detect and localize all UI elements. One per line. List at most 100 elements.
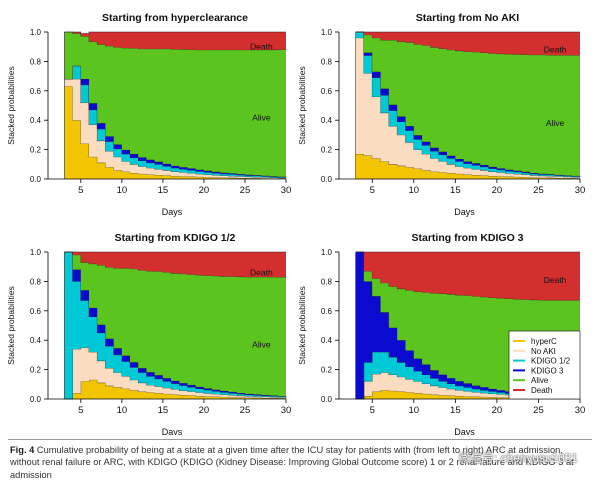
panel4-x-label: Days <box>454 427 475 435</box>
panel2-x-tick-label: 25 <box>533 185 544 196</box>
panel3-label-death: Death <box>250 268 273 278</box>
panel2-title: Starting from No AKI <box>416 12 520 24</box>
panel4-y-tick-label: 0.4 <box>321 336 333 345</box>
panel3-x-tick-label: 10 <box>117 405 128 416</box>
panel3-y-tick-label: 0.4 <box>30 336 42 345</box>
caption-rule <box>8 439 592 440</box>
panel4-x-tick-label: 10 <box>409 405 420 416</box>
panel1-y-tick-label: 0.6 <box>30 87 42 96</box>
panel4-y-tick-label: 0.6 <box>321 307 333 316</box>
panel2-area-kdigo-1-2 <box>355 32 580 178</box>
panel2-label-death: Death <box>544 45 567 55</box>
panel1-area-alive <box>64 32 287 178</box>
panel3-y-tick-label: 1.0 <box>30 248 42 257</box>
panel4-label-death: Death <box>544 275 567 285</box>
figure-caption: Fig. 4 Cumulative probability of being a… <box>10 444 575 481</box>
panel2-x-label: Days <box>454 207 475 217</box>
panel1-y-tick-label: 0.4 <box>30 116 42 125</box>
panel1-area-kdigo-1-2 <box>64 65 287 179</box>
panel4-y-tick-label: 0.8 <box>321 277 333 286</box>
panel4-y-tick-label: 1.0 <box>321 248 333 257</box>
panel2-area-death <box>355 32 580 56</box>
panel3-area-no-aki <box>64 347 287 399</box>
panel4-y-label: Stacked probabilities <box>297 286 307 364</box>
panel4-y-tick-label: 0.2 <box>321 366 333 375</box>
panel1-x-tick-label: 30 <box>281 185 292 196</box>
panel1-y-tick-label: 1.0 <box>30 28 42 37</box>
panel3-area-alive <box>64 252 287 397</box>
panel1-x-tick-label: 25 <box>240 185 251 196</box>
panel2-x-tick-label: 15 <box>450 185 461 196</box>
panel1-label-death: Death <box>250 42 273 52</box>
panel1-title: Starting from hyperclearance <box>102 12 248 24</box>
panel1-label-alive: Alive <box>252 112 271 122</box>
legend-label-no-aki: No AKI <box>531 347 556 356</box>
panel2-y-tick-label: 0.0 <box>321 175 333 184</box>
panel1-y-tick-label: 0.2 <box>30 146 42 155</box>
panel2-y-tick-label: 0.4 <box>321 116 333 125</box>
caption-text: Cumulative probability of being at a sta… <box>10 445 574 480</box>
panel3-x-tick-label: 20 <box>199 405 210 416</box>
panel3-area-death <box>64 252 287 278</box>
panel3-label-alive: Alive <box>252 340 271 350</box>
panel1-area-hyperc <box>64 86 287 179</box>
panel4-x-tick-label: 25 <box>533 405 544 416</box>
panel4-area-kdigo-3 <box>355 252 580 399</box>
panel2-x-tick-label: 5 <box>370 185 375 196</box>
panel3-y-tick-label: 0.8 <box>30 277 42 286</box>
legend-box <box>508 330 581 400</box>
panel4-y-tick-label: 0.0 <box>321 395 333 404</box>
panel1-area-death <box>64 32 287 50</box>
panel4-x-tick-label: 30 <box>575 405 586 416</box>
panel1-boundary-death <box>64 31 286 34</box>
panel3-x-tick-label: 15 <box>158 405 169 416</box>
panel2-area-no-aki <box>355 37 580 179</box>
panel2-label-alive: Alive <box>546 118 565 128</box>
panel1-x-tick-label: 20 <box>199 185 210 196</box>
panel4-x-tick-label: 5 <box>370 405 375 416</box>
panel1-x-tick-label: 10 <box>117 185 128 196</box>
panel2-x-tick-label: 30 <box>575 185 586 196</box>
panel1-y-tick-label: 0.0 <box>30 175 42 184</box>
panel4-area-death <box>355 252 580 301</box>
panel4-x-tick-label: 15 <box>450 405 461 416</box>
panel3-y-tick-label: 0.0 <box>30 395 42 404</box>
panel3-area-kdigo-1-2 <box>64 252 287 399</box>
panel4-title: Starting from KDIGO 3 <box>411 232 523 244</box>
watermark: 微信号: chenyusu1031 <box>458 453 578 465</box>
panel3-area-hyperc <box>64 379 287 399</box>
figure-panels: 5 10 15 20 25 30 0.0 0.2 0.4 0.6 0.8 1.0 Starting fr… <box>6 12 586 435</box>
legend-label-death: Death <box>531 386 552 395</box>
panel1-y-label: Stacked probabilities <box>6 66 16 144</box>
legend-label-kdigo-1-2: KDIGO 1/2 <box>531 357 571 366</box>
panel3-x-tick-label: 5 <box>78 405 83 416</box>
panel3-x-tick-label: 30 <box>281 405 292 416</box>
panel2-y-tick-label: 0.2 <box>321 146 333 155</box>
figure-caption-area: Fig. 4 Cumulative probability of being a… <box>0 435 600 489</box>
panel2-y-tick-label: 1.0 <box>321 28 333 37</box>
panel1-y-tick-label: 0.8 <box>30 57 42 66</box>
panel3-x-tick-label: 25 <box>240 405 251 416</box>
panel2-area-alive <box>355 32 580 177</box>
panel2-x-tick-label: 10 <box>409 185 420 196</box>
panel2-y-tick-label: 0.6 <box>321 87 333 96</box>
panel3-y-label: Stacked probabilities <box>6 286 16 364</box>
panel1-x-label: Days <box>162 207 183 217</box>
panel4-area-kdigo-1-2 <box>355 352 580 399</box>
legend-label-hyperc: hyperC <box>531 337 557 346</box>
panel2-y-label: Stacked probabilities <box>297 66 307 144</box>
caption-label: Fig. 4 <box>10 445 35 455</box>
panel4-area-no-aki <box>355 372 580 399</box>
panel3-x-label: Days <box>162 427 183 435</box>
panel2-x-tick-label: 20 <box>492 185 503 196</box>
legend-label-kdigo-3: KDIGO 3 <box>531 366 564 375</box>
panel3-y-tick-label: 0.6 <box>30 307 42 316</box>
legend-label-alive: Alive <box>531 376 549 385</box>
panel3-title: Starting from KDIGO 1/2 <box>115 232 236 244</box>
panel1-x-tick-label: 15 <box>158 185 169 196</box>
panel2-area-hyperc <box>355 154 580 179</box>
panel1-x-tick-label: 5 <box>78 185 83 196</box>
panel3-y-tick-label: 0.2 <box>30 366 42 375</box>
panel4-x-tick-label: 20 <box>492 405 503 416</box>
panel2-y-tick-label: 0.8 <box>321 57 333 66</box>
